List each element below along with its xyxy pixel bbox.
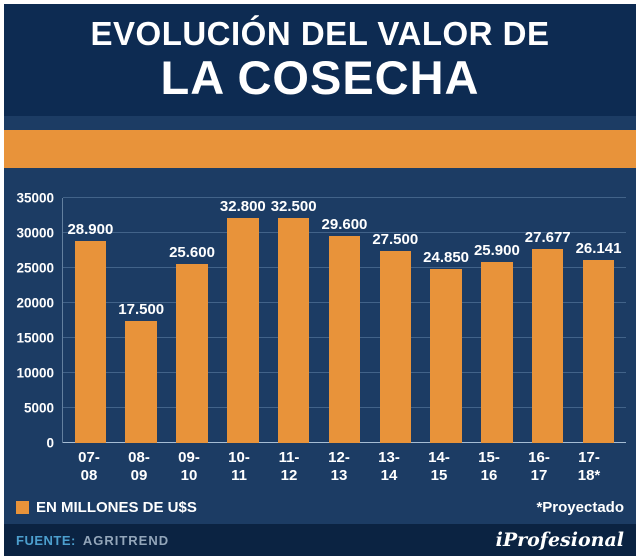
orange-band bbox=[4, 130, 636, 168]
x-tick-label: 08- 09 bbox=[128, 449, 150, 484]
bar bbox=[125, 320, 157, 443]
bar-value-label: 28.900 bbox=[67, 220, 114, 238]
chart-grid: 0 5000 10000 15000 20000 25000 30000 35000 28.9… bbox=[10, 191, 626, 451]
bar bbox=[74, 240, 107, 443]
gridline bbox=[63, 197, 626, 198]
bar-slot: 32.800 bbox=[217, 198, 268, 443]
bar-slot: 29.600 bbox=[319, 198, 370, 443]
y-tick-label: 35000 bbox=[16, 190, 54, 206]
bar-value-label: 17.500 bbox=[118, 300, 165, 318]
legend-label: EN MILLONES DE U$S bbox=[36, 499, 197, 516]
y-tick-label: 0 bbox=[46, 435, 54, 451]
y-tick-label: 25000 bbox=[16, 260, 54, 276]
bar-value-label: 27.677 bbox=[524, 229, 571, 247]
y-axis: 0 5000 10000 15000 20000 25000 30000 35000 bbox=[10, 191, 62, 451]
x-tick-label: 07- 08 bbox=[78, 449, 100, 484]
gridline bbox=[63, 232, 626, 233]
bar-value-label: 24.850 bbox=[423, 249, 470, 267]
footer-bar: FUENTE: AGRITREND iProfesional bbox=[4, 524, 636, 556]
bar bbox=[176, 263, 208, 443]
bar-slot: 17.500 bbox=[116, 198, 167, 443]
x-tick-label: 13- 14 bbox=[378, 449, 400, 484]
bar-slot: 24.850 bbox=[421, 198, 472, 443]
bar-value-label: 32.800 bbox=[219, 198, 266, 215]
bar bbox=[379, 250, 412, 443]
bar-value-label: 25.900 bbox=[473, 241, 520, 259]
x-tick-label: 11- 12 bbox=[278, 449, 300, 484]
source-value: AGRITREND bbox=[82, 532, 170, 548]
title-line-2: LA COSECHA bbox=[160, 51, 480, 105]
y-tick-label: 5000 bbox=[23, 400, 54, 416]
bar-slot: 25.900 bbox=[472, 198, 523, 443]
x-tick-label: 17- 18* bbox=[577, 449, 601, 484]
title-block: EVOLUCIÓN DEL VALOR DE LA COSECHA bbox=[4, 4, 636, 116]
bar-slot: 25.600 bbox=[167, 198, 218, 443]
bar-value-label: 27.500 bbox=[372, 230, 419, 248]
title-band-gap bbox=[4, 116, 636, 130]
bar bbox=[328, 235, 361, 443]
y-tick-label: 30000 bbox=[16, 225, 54, 241]
bar-chart: 0 5000 10000 15000 20000 25000 30000 35000 28.9… bbox=[4, 168, 636, 497]
bar-value-label: 29.600 bbox=[321, 215, 368, 233]
title-line-1: EVOLUCIÓN DEL VALOR DE bbox=[90, 15, 550, 52]
bars: 28.900 17.500 25.600 32.800 32.500 29.600 27.5… bbox=[63, 198, 626, 443]
legend-swatch bbox=[16, 501, 29, 514]
brand-logo: iProfesional bbox=[495, 529, 624, 551]
x-axis: 07- 08 08- 09 09- 10 10- 11 11- 12 12- 13 13- 14 14- 15… bbox=[62, 443, 626, 489]
bar-slot: 27.677 bbox=[522, 198, 573, 443]
y-tick-label: 10000 bbox=[16, 365, 54, 381]
x-tick-label: 10- 11 bbox=[228, 449, 250, 484]
bar bbox=[531, 249, 564, 443]
source-label: FUENTE: bbox=[16, 532, 76, 548]
bar-slot: 26.141 bbox=[573, 198, 624, 443]
x-tick-label: 12- 13 bbox=[328, 449, 350, 484]
x-tick-label: 14- 15 bbox=[428, 449, 450, 484]
bar-value-label: 26.141 bbox=[575, 240, 622, 258]
x-tick-label: 16- 17 bbox=[528, 449, 550, 484]
bar-slot: 32.500 bbox=[268, 198, 319, 443]
bar bbox=[481, 261, 513, 443]
bar bbox=[227, 218, 259, 443]
x-tick-label: 09- 10 bbox=[178, 449, 200, 484]
plot-area: 28.900 17.500 25.600 32.800 32.500 29.600 27.5… bbox=[62, 197, 626, 443]
y-tick-label: 20000 bbox=[16, 295, 54, 311]
bar-value-label: 32.500 bbox=[270, 198, 317, 215]
y-tick-label: 15000 bbox=[16, 330, 54, 346]
bar-value-label: 25.600 bbox=[169, 243, 215, 261]
bar bbox=[430, 269, 462, 443]
projected-note: *Proyectado bbox=[536, 499, 624, 516]
bar-slot: 27.500 bbox=[370, 198, 421, 443]
bar bbox=[277, 218, 310, 443]
bar-slot: 28.900 bbox=[65, 198, 116, 443]
legend: EN MILLONES DE U$S *Proyectado bbox=[4, 497, 636, 524]
x-tick-label: 15- 16 bbox=[478, 449, 500, 484]
bar bbox=[582, 260, 615, 443]
